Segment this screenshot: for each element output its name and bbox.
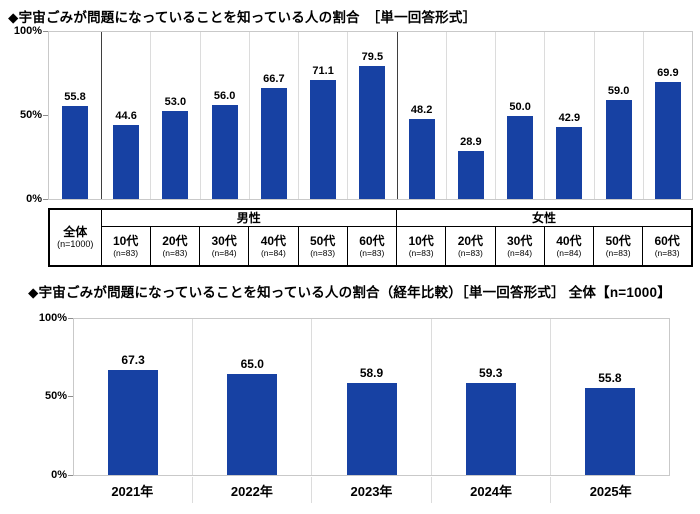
bar-column-男性10代: 44.6 xyxy=(101,32,150,199)
bar xyxy=(62,105,88,199)
chart2-tick-mark xyxy=(68,318,73,319)
chart1-plot-area: 55.8 44.6 53.0 56.0 66.7 71.1 79.5 48.2 28.9 50.0… xyxy=(48,31,693,200)
bar-value-label: 65.0 xyxy=(240,356,264,371)
xaxis-label-2022年: 2022年 xyxy=(191,477,312,503)
bar-column-男性60代: 79.5 xyxy=(347,32,396,199)
table-cell-男性-50代: 50代 (n=83) xyxy=(297,226,348,267)
chart2-xaxis-labels: 2021年 2022年 2023年 2024年 2025年 xyxy=(73,477,670,503)
bar-column-男性50代: 71.1 xyxy=(298,32,347,199)
bar-value-label: 79.5 xyxy=(361,51,384,64)
bar-value-label: 55.8 xyxy=(64,90,86,103)
bar-column-2024年: 59.3 xyxy=(430,319,550,475)
bar-column-女性30代: 50.0 xyxy=(495,32,544,199)
chart1-ytick-50: 50% xyxy=(19,109,42,121)
chart1-tick-mark xyxy=(43,31,48,32)
bar-column-男性40代: 66.7 xyxy=(248,32,298,199)
bar xyxy=(227,373,278,475)
bar-column-男性30代: 56.0 xyxy=(199,32,249,199)
chart1-tick-mark xyxy=(43,115,48,116)
bar xyxy=(556,127,583,199)
bar-value-label: 66.7 xyxy=(263,72,285,85)
bar-value-label: 55.8 xyxy=(598,370,622,385)
xaxis-label-2021年: 2021年 xyxy=(111,483,154,499)
chart2-ytick-50: 50% xyxy=(44,390,67,402)
bar-value-label: 69.9 xyxy=(657,67,679,80)
bar xyxy=(605,100,632,199)
bar-column-女性40代: 42.9 xyxy=(544,32,593,199)
table-cell-女性-50代: 50代 (n=83) xyxy=(592,226,644,267)
table-cell-男性-20代: 20代 (n=83) xyxy=(149,226,201,267)
bar-column-女性10代: 48.2 xyxy=(396,32,446,199)
table-cell-男性-40代: 40代 (n=84) xyxy=(248,226,299,267)
xaxis-label-2023年: 2023年 xyxy=(311,477,431,503)
chart2-ytick-100: 100% xyxy=(38,312,67,324)
table-cell-overall: 全体 (n=1000) xyxy=(48,208,102,267)
bar-value-label: 50.0 xyxy=(509,100,531,113)
bar-column-2023年: 58.9 xyxy=(311,319,430,475)
bar-value-label: 67.3 xyxy=(121,353,145,368)
bar xyxy=(465,382,516,475)
table-group-header-男性: 男性 xyxy=(100,208,397,227)
chart2-tick-mark xyxy=(68,475,73,476)
bar-column-女性20代: 28.9 xyxy=(445,32,495,199)
chart2-plot-area: 67.3 65.0 58.9 59.3 55.8 xyxy=(73,318,670,476)
table-cell-男性-10代: 10代 (n=83) xyxy=(100,226,151,267)
bar xyxy=(310,80,337,199)
bar xyxy=(359,66,386,199)
table-cell-女性-60代: 60代 (n=83) xyxy=(642,226,693,267)
bar xyxy=(408,118,435,199)
table-cell-男性-30代: 30代 (n=84) xyxy=(198,226,250,267)
bar-value-label: 44.6 xyxy=(115,109,137,122)
bar-value-label: 58.9 xyxy=(359,366,384,381)
bar-value-label: 48.2 xyxy=(410,103,433,116)
xaxis-label-2025年: 2025年 xyxy=(550,477,670,503)
bar-value-label: 28.9 xyxy=(460,135,482,148)
bar-value-label: 59.3 xyxy=(479,365,503,380)
demographic-table: 全体 (n=1000) 男性 女性 10代 (n=83) 20代 (n=83) 30代 (n=84… xyxy=(48,208,693,267)
bar-column-2025年: 55.8 xyxy=(549,319,669,475)
chart1-ytick-100: 100% xyxy=(13,25,42,37)
bar-column-男性20代: 53.0 xyxy=(150,32,199,199)
bar-value-label: 42.9 xyxy=(558,112,581,125)
bar xyxy=(260,87,287,199)
chart1-title: ◆宇宙ごみが問題になっていることを知っている人の割合 ［単一回答形式］ xyxy=(8,10,477,25)
chart2-title: ◆宇宙ごみが問題になっていることを知っている人の割合（経年比較）［単一回答形式］… xyxy=(28,285,671,300)
bar-value-label: 59.0 xyxy=(607,85,630,98)
bar xyxy=(654,82,681,199)
bar-column-女性50代: 59.0 xyxy=(593,32,643,199)
chart2-tick-mark xyxy=(68,396,73,397)
table-cell-女性-40代: 40代 (n=84) xyxy=(543,226,595,267)
bar-value-label: 53.0 xyxy=(164,95,187,108)
bar-column-2022年: 65.0 xyxy=(192,319,311,475)
bar-value-label: 71.1 xyxy=(312,65,334,78)
chart2-ytick-0: 0% xyxy=(51,469,67,481)
bar xyxy=(507,115,534,199)
bar-column-2021年: 67.3 xyxy=(74,319,192,475)
chart1-tick-mark xyxy=(43,199,48,200)
bar-value-label: 56.0 xyxy=(213,90,236,103)
bar-column-女性60代: 69.9 xyxy=(642,32,692,199)
bar xyxy=(584,387,635,475)
bar xyxy=(457,150,484,199)
bar xyxy=(113,124,140,199)
table-cell-女性-10代: 10代 (n=83) xyxy=(395,226,447,267)
bar xyxy=(108,370,159,475)
chart1-ytick-0: 0% xyxy=(26,193,42,205)
table-cell-女性-20代: 20代 (n=83) xyxy=(445,226,496,267)
bar xyxy=(346,383,397,475)
table-cell-男性-60代: 60代 (n=83) xyxy=(346,226,398,267)
bar xyxy=(162,110,189,199)
table-cell-女性-30代: 30代 (n=84) xyxy=(494,226,545,267)
bar-column-全体: 55.8 xyxy=(49,32,101,199)
bar xyxy=(211,105,238,199)
xaxis-label-2024年: 2024年 xyxy=(430,477,551,503)
table-group-header-女性: 女性 xyxy=(396,208,693,227)
